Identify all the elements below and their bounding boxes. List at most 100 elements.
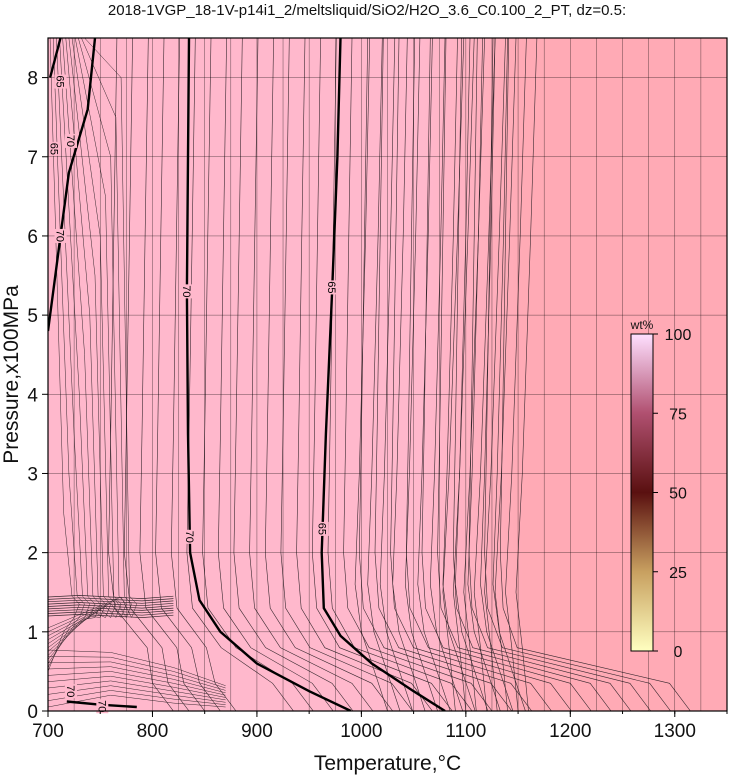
y-tick-label: 1	[27, 623, 38, 644]
thin-contour	[123, 38, 190, 711]
contour-label-bg	[54, 74, 67, 89]
thin-contour	[48, 666, 226, 694]
contour-label-bg	[184, 529, 197, 544]
x-tick-label: 800	[137, 721, 169, 742]
contour-label-group: 65	[316, 521, 329, 536]
colorbar: 0 25 50 75 100 wt%	[630, 318, 692, 661]
thin-contour	[473, 38, 496, 711]
bold-contour-65	[320, 38, 446, 711]
thin-contour	[48, 680, 226, 701]
chart-title: 2018-1VGP_18-1V-p14i1_2/meltsliquid/SiO2…	[107, 2, 627, 19]
thin-contour	[264, 38, 393, 711]
thin-contour	[48, 694, 226, 708]
thin-contour	[233, 38, 354, 711]
bold-contour-70	[48, 38, 97, 332]
contour-label-bg	[180, 284, 193, 299]
colorbar-tick-label: 100	[665, 327, 692, 344]
thin-contour	[48, 38, 132, 633]
thin-contour	[405, 38, 572, 711]
thin-contour	[249, 38, 374, 711]
contour-label-group: 70	[64, 133, 77, 148]
thin-contour	[311, 38, 453, 711]
colorbar-tick-label: 0	[674, 644, 683, 661]
y-axis-ticks: 0 1 2 3 4 5 6 7 8	[27, 69, 48, 723]
contour-label-group: 65	[54, 74, 67, 89]
x-axis-label: Temperature,°C	[314, 752, 461, 775]
thin-contour	[452, 38, 632, 711]
y-tick-label: 2	[27, 544, 38, 565]
thin-contour	[48, 690, 226, 705]
colorbar-tick-label: 25	[669, 565, 687, 582]
contour-label: 70	[95, 700, 107, 712]
thin-contour	[515, 38, 538, 711]
thin-contour	[437, 38, 612, 711]
thin-contour	[343, 38, 493, 711]
contour-label-group: 70	[180, 284, 193, 299]
thin-contour	[48, 649, 226, 686]
thin-contour	[170, 38, 237, 711]
thin-contour	[494, 38, 517, 711]
y-tick-label: 0	[27, 702, 38, 723]
thin-contour	[186, 38, 294, 711]
contour-label: 65	[316, 523, 328, 535]
thin-contour	[421, 38, 592, 711]
contour-label: 65	[54, 75, 66, 87]
x-tick-label: 700	[32, 721, 64, 742]
thin-contour	[217, 38, 334, 711]
contour-label-bg	[326, 280, 339, 295]
contour-label-group: 70	[183, 529, 197, 544]
thin-contour	[48, 661, 226, 691]
x-tick-label: 1000	[340, 721, 382, 742]
contour-label: 65	[47, 143, 59, 155]
contour-label: 70	[64, 135, 76, 147]
contour-label: 70	[180, 285, 192, 297]
y-tick-label: 7	[27, 148, 38, 169]
thin-contour	[48, 675, 226, 698]
thin-contour	[499, 38, 691, 711]
thin-contour	[452, 38, 475, 711]
bold-contour-65	[48, 38, 62, 78]
contour-labels-group: 65 70 65 70 70 65 70 65 70 70	[47, 74, 339, 714]
thin-contour	[468, 38, 651, 711]
contour-label: 70	[54, 230, 66, 242]
thin-contour	[48, 656, 226, 689]
x-tick-label: 1300	[654, 721, 696, 742]
contour-label-bg	[64, 133, 77, 148]
thin-contour	[390, 38, 552, 711]
contour-label: 65	[325, 281, 337, 293]
thin-contour	[463, 38, 485, 711]
contour-label-group: 70	[95, 699, 109, 714]
y-axis-label: Pressure,x100MPa	[0, 285, 23, 464]
contour-label-bg	[54, 228, 67, 243]
y-tick-label: 5	[27, 306, 38, 327]
thin-contour	[280, 38, 413, 711]
y-tick-label: 8	[27, 69, 38, 90]
y-tick-label: 3	[27, 464, 38, 485]
y-tick-label: 4	[27, 385, 38, 406]
colorbar-tick-label: 75	[669, 406, 687, 423]
contour-label-bg	[48, 141, 61, 156]
thin-contour	[48, 685, 226, 703]
colorbar-label: wt%	[630, 318, 654, 332]
contour-label-group: 70	[64, 684, 77, 699]
x-axis-ticks: 700 800 900 1000 1100 1200 1300	[32, 711, 728, 742]
colorbar-bar	[630, 333, 654, 652]
x-tick-label: 900	[241, 721, 273, 742]
contour-label-group: 65	[47, 141, 61, 156]
thin-contour	[139, 38, 205, 711]
contour-label: 70	[64, 685, 76, 697]
thin-contour	[108, 38, 174, 711]
thin-contour	[505, 38, 527, 711]
contour-label-bg	[316, 521, 329, 536]
thin-contour	[296, 38, 433, 711]
thin-contour	[48, 671, 226, 696]
contour-label-bg	[96, 699, 109, 714]
thin-contour	[442, 38, 465, 711]
thin-contour	[155, 38, 221, 711]
x-tick-label: 1200	[549, 721, 591, 742]
thin-contour	[484, 38, 671, 711]
plot-frame	[47, 37, 728, 712]
contour-label-group: 65	[325, 280, 339, 295]
contour-label-group: 70	[54, 228, 67, 243]
